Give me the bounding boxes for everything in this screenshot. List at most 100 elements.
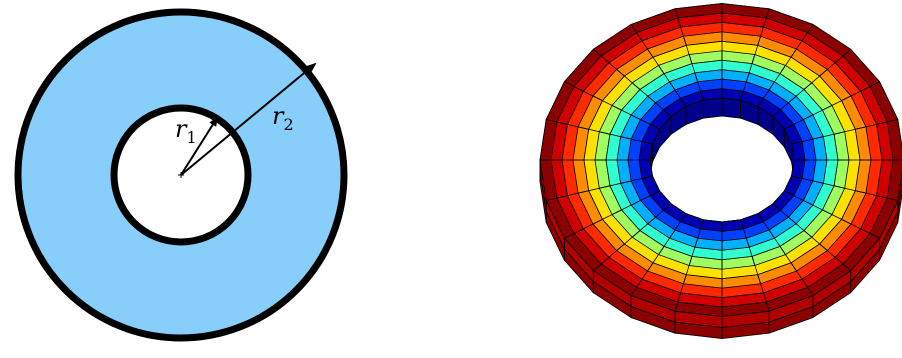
torus-top-face (621, 89, 648, 115)
torus-top-face (674, 3, 722, 18)
torus-top-face (628, 160, 642, 181)
torus-top-face (774, 73, 805, 97)
torus-radial-line (772, 203, 851, 271)
torus-top-face (851, 193, 877, 229)
torus-top-face (593, 263, 637, 296)
torus-ring-line (539, 3, 902, 317)
torus-radial-line (674, 8, 704, 101)
torus-top-face (842, 49, 880, 87)
torus-top-face (624, 57, 659, 83)
torus-radial-line (564, 190, 660, 239)
torus-top-face (606, 134, 621, 160)
torus-top-face (606, 160, 621, 186)
torus-top-face (640, 195, 664, 218)
torus-top-face (608, 250, 648, 280)
torus-top-face (609, 110, 632, 137)
torus-top-face (640, 102, 664, 125)
torus-radial-line (791, 175, 898, 201)
torus-top-face (842, 233, 880, 271)
torus-top-face (588, 188, 613, 220)
torus-top-face (602, 214, 633, 244)
torus-top-face (760, 27, 802, 50)
torus-ring-line (627, 78, 817, 242)
torus-top-face (540, 119, 557, 160)
torus-radial-line (784, 81, 880, 130)
torus-inner-wall-face (702, 97, 723, 119)
torus-top-face (754, 254, 791, 275)
torus-top-face (642, 27, 684, 50)
torus-radial-line (791, 119, 898, 145)
torus-top-face (743, 81, 769, 99)
torus-top-face (691, 60, 722, 73)
torus-top-face (567, 91, 593, 127)
torus-top-face (831, 188, 856, 220)
torus-radial-line (630, 24, 687, 107)
torus-top-face (780, 195, 804, 218)
torus-svg (539, 3, 902, 339)
torus-radial-line (564, 81, 660, 130)
torus-top-face (749, 63, 780, 82)
torus-top-face (870, 198, 898, 239)
torus-radial-line (740, 219, 770, 312)
torus-top-face (812, 183, 835, 210)
torus-top-face (653, 254, 690, 275)
torus-radial-line (772, 49, 851, 117)
torus-top-face (722, 302, 770, 317)
torus-top-face (811, 76, 842, 106)
torus-radial-line (674, 219, 704, 312)
torus-top-face (785, 57, 820, 83)
torus-top-face (631, 287, 678, 312)
torus-top-face (763, 89, 789, 110)
torus-top-face (588, 100, 613, 132)
torus-top-face (743, 221, 769, 239)
torus-top-face (546, 81, 574, 122)
torus-top-face (722, 228, 747, 241)
torus-top-face (793, 178, 813, 201)
torus-top-face (796, 40, 836, 70)
torus-top-face (655, 89, 681, 110)
torus-top-face (564, 49, 602, 87)
torus-radial-line (740, 8, 770, 101)
torus-top-face (802, 160, 816, 181)
torus-radial-line (593, 203, 672, 271)
torus-top-face (774, 223, 805, 247)
outer-radius-arrow (180, 62, 317, 176)
torus-radial-line (757, 213, 814, 296)
torus-top-face (674, 302, 722, 317)
torus-top-face (697, 79, 722, 92)
torus-top-face (593, 24, 637, 57)
torus-top-face (655, 210, 681, 231)
torus-ring-line (583, 40, 861, 280)
torus-ring-line (561, 21, 883, 299)
inner-radius-label: r1 (175, 115, 197, 147)
torus-top-face (887, 119, 902, 160)
torus-top-face (697, 228, 722, 241)
torus-top-face (609, 183, 632, 210)
torus-top-face (583, 224, 617, 258)
torus-top-face (823, 134, 838, 160)
torus-top-face (766, 8, 813, 33)
torus-top-face (754, 45, 791, 66)
torus-mesh-lines (539, 3, 902, 317)
torus-radial-line (784, 190, 880, 239)
torus-top-face (675, 221, 701, 239)
outer-radius-label: r2 (272, 102, 294, 134)
torus-top-face (760, 270, 802, 293)
torus-ring-line (649, 97, 795, 223)
torus-top-face (796, 250, 836, 280)
torus-top-face (827, 62, 861, 96)
torus-top-face (631, 178, 651, 201)
torus-top-face (763, 210, 789, 231)
torus-top-face (785, 237, 820, 263)
torus-top-face (823, 160, 838, 186)
annulus-svg: r1 r2 (14, 8, 348, 342)
torus-inner-wall-face (721, 97, 742, 119)
torus-top-face (851, 91, 877, 127)
torus-top-face (780, 102, 804, 125)
torus-top-face (675, 81, 701, 99)
torus-top-face (664, 238, 695, 257)
annulus-diagram: r1 r2 (0, 0, 370, 358)
torus-radial-line (546, 119, 653, 145)
torus-top-face (722, 247, 753, 260)
torus-top-face (546, 198, 574, 239)
